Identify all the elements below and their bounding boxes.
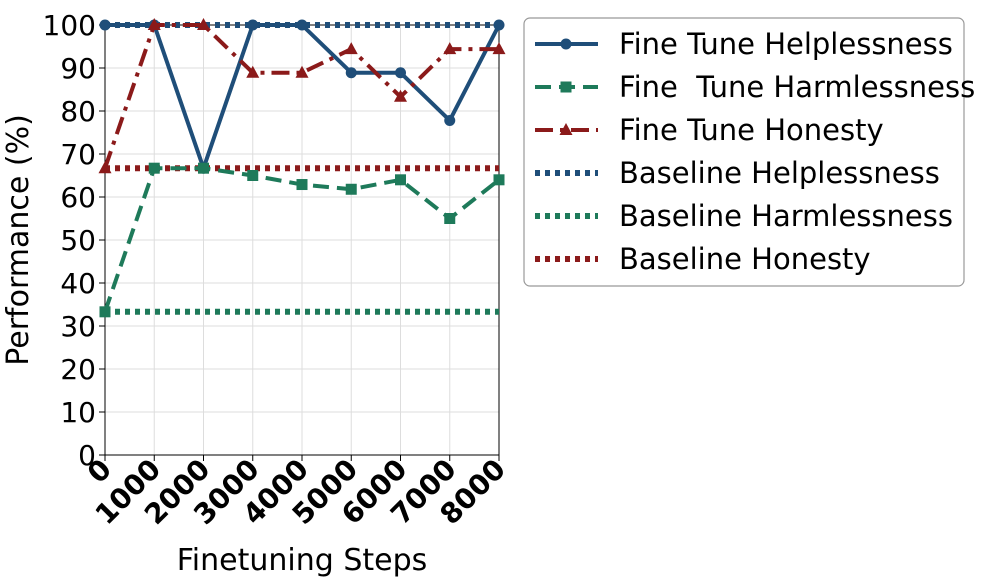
legend-label: Baseline Harmlessness bbox=[619, 199, 953, 233]
data-point-marker bbox=[296, 19, 308, 31]
data-point-marker bbox=[198, 162, 209, 174]
y-tick-label: 50 bbox=[60, 224, 96, 257]
y-tick-label: 70 bbox=[60, 138, 96, 171]
data-point-marker bbox=[444, 213, 456, 224]
data-point-marker bbox=[492, 42, 506, 55]
y-tick-label: 30 bbox=[60, 310, 96, 343]
data-point-marker bbox=[296, 179, 308, 191]
data-point-marker bbox=[345, 67, 357, 79]
y-tick-label: 90 bbox=[60, 52, 96, 85]
y-tick-label: 40 bbox=[60, 267, 96, 300]
data-point-marker bbox=[493, 19, 505, 31]
data-point-marker bbox=[395, 174, 406, 186]
y-tick-label: 80 bbox=[60, 95, 96, 128]
series-fine-tune-harmlessness bbox=[99, 162, 505, 318]
data-point-marker bbox=[99, 19, 111, 31]
y-tick-label: 20 bbox=[60, 353, 96, 386]
x-axis-title: Finetuning Steps bbox=[177, 543, 428, 578]
legend-item: Fine Tune Helplessness bbox=[535, 27, 953, 61]
data-point-marker bbox=[197, 18, 210, 30]
data-point-marker bbox=[560, 81, 572, 93]
legend: Fine Tune Helplessness Fine Tune Harmless… bbox=[523, 17, 975, 287]
data-point-marker bbox=[394, 89, 407, 102]
legend-item: Baseline Helplessness bbox=[535, 156, 940, 190]
grid bbox=[104, 24, 500, 456]
data-point-marker bbox=[559, 123, 573, 135]
legend-item: Baseline Harmlessness bbox=[535, 199, 953, 233]
legend-label: Fine Tune Harmlessness bbox=[619, 70, 975, 104]
data-point-marker bbox=[247, 19, 259, 31]
y-tick-label: 60 bbox=[60, 181, 96, 214]
data-point-marker bbox=[247, 170, 259, 181]
legend-label: Fine Tune Honesty bbox=[619, 113, 884, 147]
data-point-marker bbox=[246, 65, 260, 78]
data-point-marker bbox=[344, 42, 358, 55]
data-point-marker bbox=[98, 161, 112, 174]
data-point-marker bbox=[560, 38, 572, 50]
y-tick-label: 10 bbox=[60, 396, 96, 429]
data-point-marker bbox=[99, 306, 111, 318]
legend-label: Baseline Helplessness bbox=[619, 156, 940, 190]
legend-label: Baseline Honesty bbox=[619, 242, 871, 276]
y-axis-ticks: 0 10 20 30 40 50 60 70 80 90 100 bbox=[43, 9, 105, 472]
y-axis-title: Performance (%) bbox=[1, 114, 36, 366]
data-point-marker bbox=[345, 183, 357, 195]
series bbox=[98, 18, 506, 318]
data-point-marker bbox=[295, 65, 309, 78]
data-point-marker bbox=[148, 162, 160, 174]
data-point-marker bbox=[443, 42, 457, 55]
series-fine-tune-honesty bbox=[98, 18, 506, 174]
legend-item: Fine Tune Harmlessness bbox=[535, 70, 975, 104]
legend-label: Fine Tune Helplessness bbox=[619, 27, 953, 61]
data-point-marker bbox=[395, 67, 406, 79]
y-tick-label: 0 bbox=[78, 439, 96, 472]
legend-box bbox=[523, 17, 965, 287]
y-tick-label: 100 bbox=[43, 9, 96, 42]
data-point-marker bbox=[444, 114, 456, 126]
data-point-marker bbox=[493, 174, 505, 186]
legend-item: Fine Tune Honesty bbox=[535, 113, 884, 147]
data-point-marker bbox=[147, 18, 161, 30]
legend-item: Baseline Honesty bbox=[535, 242, 871, 276]
